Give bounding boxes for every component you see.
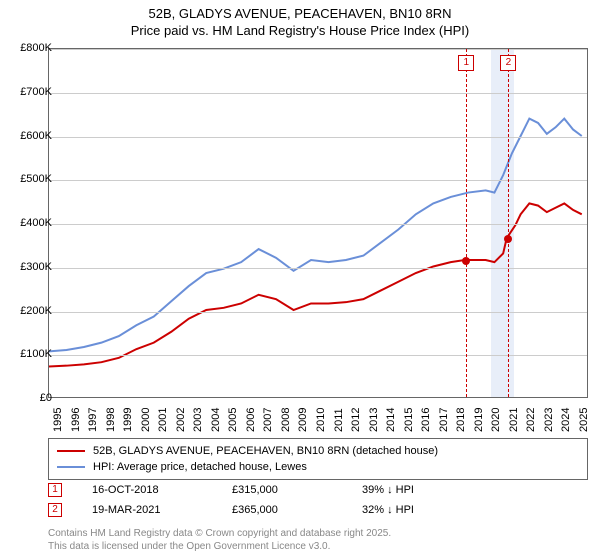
- x-axis-label: 2002: [175, 408, 187, 432]
- sales-table: 1 16-OCT-2018£315,00039% ↓ HPI 2 19-MAR-202…: [48, 480, 482, 520]
- footnote-line-1: Contains HM Land Registry data © Crown c…: [48, 528, 391, 541]
- sales-diff: 39% ↓ HPI: [362, 484, 482, 496]
- y-axis-label: £300K: [6, 261, 52, 273]
- sales-marker-icon: 1: [48, 483, 62, 497]
- series-line-property: [49, 203, 582, 366]
- x-axis-label: 2010: [315, 408, 327, 432]
- legend-swatch: [57, 450, 85, 452]
- x-axis-label: 2020: [490, 408, 502, 432]
- legend-label: HPI: Average price, detached house, Lewe…: [93, 461, 307, 473]
- sale-point-dot: [504, 235, 512, 243]
- x-axis-label: 2022: [525, 408, 537, 432]
- x-axis-label: 2008: [280, 408, 292, 432]
- y-axis-label: £100K: [6, 348, 52, 360]
- x-axis-label: 2016: [420, 408, 432, 432]
- y-axis-label: £500K: [6, 173, 52, 185]
- x-axis-label: 1996: [70, 408, 82, 432]
- sale-marker-box: 2: [500, 55, 516, 71]
- sales-price: £315,000: [232, 484, 362, 496]
- x-axis-label: 2009: [297, 408, 309, 432]
- x-axis-label: 2007: [262, 408, 274, 432]
- sale-marker-box: 1: [458, 55, 474, 71]
- gridline-h: [49, 49, 587, 50]
- gridline-h: [49, 268, 587, 269]
- sale-marker-line: [466, 49, 467, 397]
- x-axis-label: 2019: [473, 408, 485, 432]
- x-axis-label: 2006: [245, 408, 257, 432]
- sales-diff: 32% ↓ HPI: [362, 504, 482, 516]
- x-axis-label: 2025: [578, 408, 590, 432]
- legend-row: 52B, GLADYS AVENUE, PEACEHAVEN, BN10 8RN…: [57, 443, 579, 459]
- chart-title: 52B, GLADYS AVENUE, PEACEHAVEN, BN10 8RN…: [0, 0, 600, 40]
- legend-label: 52B, GLADYS AVENUE, PEACEHAVEN, BN10 8RN…: [93, 445, 438, 457]
- x-axis-label: 2023: [543, 408, 555, 432]
- x-axis-label: 1999: [122, 408, 134, 432]
- y-axis-label: £600K: [6, 130, 52, 142]
- sale-marker-line: [508, 49, 509, 397]
- gridline-h: [49, 312, 587, 313]
- gridline-h: [49, 137, 587, 138]
- legend-swatch: [57, 466, 85, 468]
- x-axis-label: 2003: [192, 408, 204, 432]
- x-axis-label: 2014: [385, 408, 397, 432]
- x-axis-label: 2013: [368, 408, 380, 432]
- footnote: Contains HM Land Registry data © Crown c…: [48, 528, 391, 553]
- title-line-1: 52B, GLADYS AVENUE, PEACEHAVEN, BN10 8RN: [0, 6, 600, 23]
- x-axis-label: 2024: [560, 408, 572, 432]
- legend-row: HPI: Average price, detached house, Lewe…: [57, 459, 579, 475]
- x-axis-label: 2004: [210, 408, 222, 432]
- title-line-2: Price paid vs. HM Land Registry's House …: [0, 23, 600, 40]
- y-axis-label: £200K: [6, 305, 52, 317]
- y-axis-label: £400K: [6, 217, 52, 229]
- x-axis-label: 2000: [140, 408, 152, 432]
- sales-marker-icon: 2: [48, 503, 62, 517]
- sales-date: 16-OCT-2018: [92, 484, 232, 496]
- legend-box: 52B, GLADYS AVENUE, PEACEHAVEN, BN10 8RN…: [48, 438, 588, 480]
- chart-plot-area: 12: [48, 48, 588, 398]
- sales-date: 19-MAR-2021: [92, 504, 232, 516]
- gridline-h: [49, 93, 587, 94]
- footnote-line-2: This data is licensed under the Open Gov…: [48, 541, 391, 554]
- gridline-h: [49, 355, 587, 356]
- gridline-h: [49, 180, 587, 181]
- sale-point-dot: [462, 257, 470, 265]
- x-axis-label: 2017: [438, 408, 450, 432]
- x-axis-label: 2011: [333, 408, 345, 432]
- y-axis-label: £700K: [6, 86, 52, 98]
- sales-row: 1 16-OCT-2018£315,00039% ↓ HPI: [48, 480, 482, 500]
- sales-row: 2 19-MAR-2021£365,00032% ↓ HPI: [48, 500, 482, 520]
- series-line-hpi: [49, 119, 582, 352]
- y-axis-label: £0: [6, 392, 52, 404]
- x-axis-label: 1995: [52, 408, 64, 432]
- x-axis-label: 2012: [350, 408, 362, 432]
- x-axis-label: 2001: [157, 408, 169, 432]
- x-axis-label: 2018: [455, 408, 467, 432]
- gridline-h: [49, 224, 587, 225]
- y-axis-label: £800K: [6, 42, 52, 54]
- x-axis-label: 2015: [403, 408, 415, 432]
- x-axis-label: 1998: [105, 408, 117, 432]
- chart-lines-svg: [49, 49, 587, 397]
- x-axis-label: 2021: [508, 408, 520, 432]
- x-axis-label: 1997: [87, 408, 99, 432]
- sales-price: £365,000: [232, 504, 362, 516]
- x-axis-label: 2005: [227, 408, 239, 432]
